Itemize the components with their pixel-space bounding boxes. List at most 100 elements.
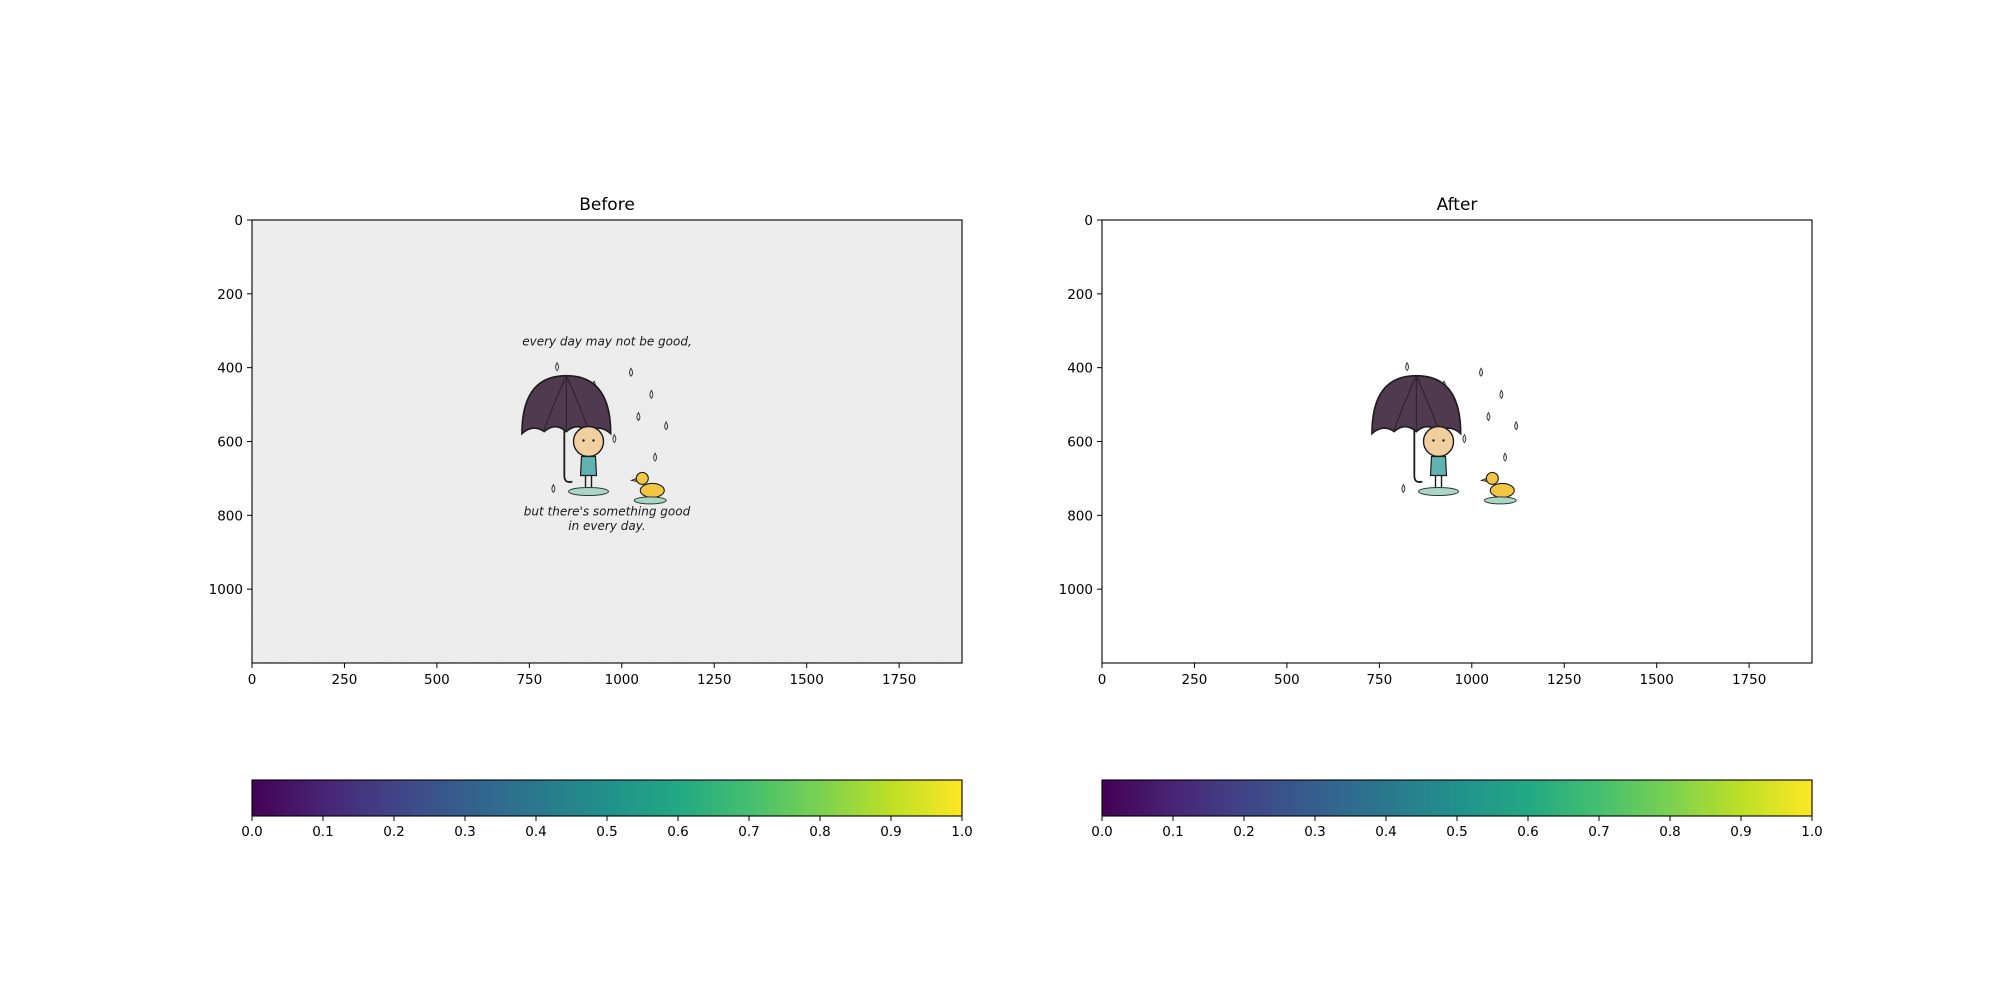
y-tick-label: 800	[217, 508, 243, 524]
person-body	[1429, 455, 1448, 477]
duck-body	[639, 482, 665, 498]
colorbar-tick-label: 0.4	[525, 824, 546, 840]
colorbar: 0.0 0.1 0.2 0.3 0.4 0.5 0.6 0.7 0.8 0.9 1.0	[1091, 779, 1823, 840]
y-tick-label: 400	[217, 361, 243, 377]
x-tick-label: 1000	[1455, 672, 1489, 688]
x-tick-label: 250	[1182, 672, 1208, 688]
duck-body	[1489, 482, 1515, 498]
colorbar-tick-label: 1.0	[1801, 824, 1822, 840]
raindrop	[1486, 411, 1491, 422]
colorbar-gradient	[252, 780, 962, 816]
umbrella-rib	[565, 375, 589, 430]
image-area: every day may not be good, but there's so…	[252, 220, 962, 663]
duck-head	[1485, 471, 1499, 485]
colorbar-tick-label: 0.0	[1091, 824, 1112, 840]
colorbar-tick-label: 0.0	[241, 824, 262, 840]
puddle	[633, 496, 667, 505]
x-tick-label: 1250	[697, 672, 731, 688]
colorbar-gradient	[1102, 780, 1812, 816]
colorbar-tick-label: 0.2	[383, 824, 404, 840]
colorbar-tick-label: 0.4	[1375, 824, 1396, 840]
person-eye	[1442, 439, 1445, 442]
x-tick-label: 1000	[605, 672, 639, 688]
raindrop	[1462, 433, 1467, 444]
colorbar-tick-label: 0.7	[1588, 824, 1609, 840]
duck-head	[635, 471, 649, 485]
colorbar-tick-label: 0.8	[1659, 824, 1680, 840]
x-tick-label: 1750	[1732, 672, 1766, 688]
person-head	[572, 425, 605, 458]
raindrop	[653, 452, 658, 462]
colorbar-tick-label: 1.0	[951, 824, 972, 840]
colorbar-tick-label: 0.1	[1162, 824, 1183, 840]
person-eye	[582, 439, 585, 442]
colorbar-tick-label: 0.8	[809, 824, 830, 840]
image-area	[1102, 220, 1812, 663]
colorbar-tick-label: 0.3	[1304, 824, 1325, 840]
x-tick-label: 1500	[790, 672, 824, 688]
y-tick-label: 1000	[1059, 582, 1093, 598]
panel-title: Before	[579, 195, 635, 215]
colorbar-tick-label: 0.5	[596, 824, 617, 840]
umbrella-handle	[1413, 429, 1423, 483]
raindrop	[629, 367, 633, 377]
x-tick-label: 1250	[1547, 672, 1581, 688]
raindrop	[1503, 452, 1508, 462]
panel-title: After	[1437, 195, 1478, 215]
raindrop	[649, 389, 654, 399]
y-tick-label: 200	[217, 287, 243, 303]
colorbar-tick-label: 0.6	[1517, 824, 1538, 840]
umbrella-handle	[563, 429, 573, 483]
colorbar-tick-label: 0.5	[1446, 824, 1467, 840]
y-tick-label: 200	[1067, 287, 1093, 303]
x-tick-label: 750	[516, 672, 542, 688]
raindrop	[636, 411, 641, 422]
raindrop	[1514, 420, 1519, 431]
y-tick-label: 800	[1067, 508, 1093, 524]
person-head	[1422, 425, 1455, 458]
image-caption-line: but there's something good	[524, 504, 691, 518]
image-caption-line: every day may not be good,	[522, 335, 692, 349]
illustration: every day may not be good, but there's so…	[521, 335, 692, 533]
duck-beak	[629, 477, 637, 482]
image-background	[1102, 220, 1812, 663]
puddle	[1418, 487, 1460, 496]
colorbar-tick-label: 0.6	[667, 824, 688, 840]
y-tick-label: 0	[1084, 213, 1093, 229]
raindrop	[1405, 361, 1410, 372]
colorbar-tick-label: 0.1	[312, 824, 333, 840]
puddle	[568, 487, 610, 496]
x-tick-label: 0	[1098, 672, 1107, 688]
person-eye	[1432, 439, 1435, 442]
panel-before: Before every day may not be good, but ther…	[209, 195, 973, 840]
raindrop	[1499, 389, 1504, 399]
raindrop	[1401, 483, 1406, 494]
colorbar-tick-label: 0.9	[880, 824, 901, 840]
y-tick-label: 0	[234, 213, 243, 229]
colorbar-tick-label: 0.2	[1233, 824, 1254, 840]
person-eye	[592, 439, 595, 442]
raindrop	[664, 420, 669, 431]
x-tick-label: 0	[248, 672, 257, 688]
puddle	[1483, 496, 1517, 505]
umbrella-rib	[1415, 375, 1439, 430]
image-noise	[252, 220, 962, 663]
illustration	[1371, 361, 1519, 505]
raindrop	[555, 361, 560, 372]
raindrop	[551, 483, 556, 494]
raindrop	[612, 433, 617, 444]
x-tick-label: 250	[332, 672, 358, 688]
duck-beak	[1479, 477, 1487, 482]
y-tick-label: 600	[217, 435, 243, 451]
x-tick-label: 500	[424, 672, 450, 688]
colorbar-tick-label: 0.3	[454, 824, 475, 840]
umbrella-rib	[543, 375, 567, 430]
colorbar-tick-label: 0.9	[1730, 824, 1751, 840]
person-body	[579, 455, 598, 477]
x-tick-label: 1500	[1640, 672, 1674, 688]
panel-after: After 0 250 500 750 1000 1250 1500 1750 0 200 400 60…	[1059, 195, 1823, 840]
x-tick-label: 1750	[882, 672, 916, 688]
colorbar: 0.0 0.1 0.2 0.3 0.4 0.5 0.6 0.7 0.8 0.9 1.0	[241, 779, 973, 840]
y-tick-label: 1000	[209, 582, 243, 598]
